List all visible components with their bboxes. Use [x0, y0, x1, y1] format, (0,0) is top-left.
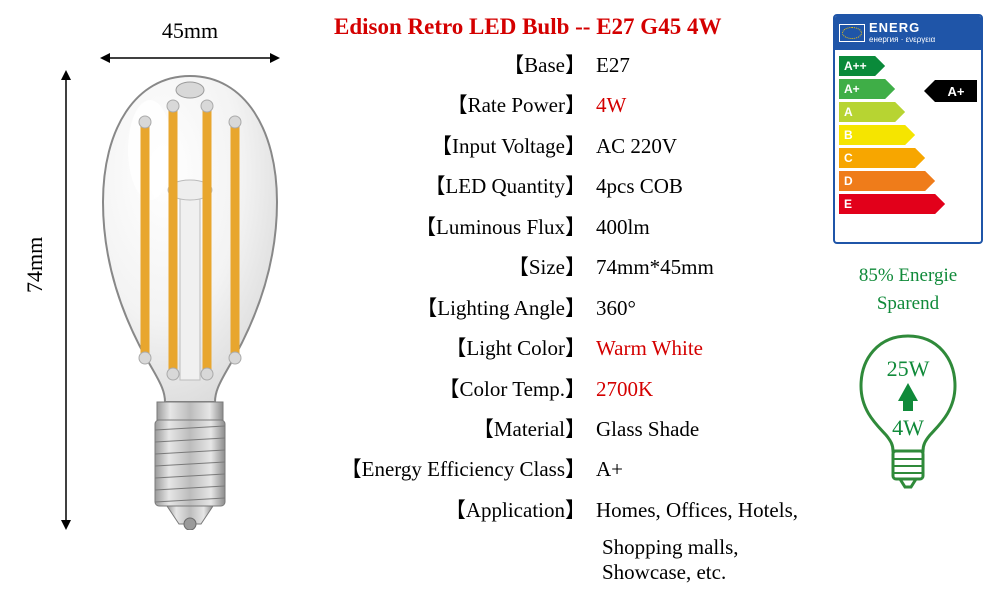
energy-sub: енергия · ενεργεια [869, 35, 935, 44]
energy-header-text: ENERG енергия · ενεργεια [869, 21, 977, 44]
energy-bar: A++ [839, 56, 875, 76]
spec-label: 【Rate Power】 [330, 90, 592, 120]
spec-label: 【LED Quantity】 [330, 171, 592, 201]
energy-bars: A++ A+ ABCDE A+ [835, 50, 981, 242]
spec-label: 【Luminous Flux】 [330, 212, 592, 242]
spec-label: 【Energy Efficiency Class】 [330, 454, 592, 484]
eu-energy-label: ENERG енергия · ενεργεια A++ A+ ABCDE A+ [833, 14, 983, 244]
energy-rating-arrow: A+ [935, 80, 977, 102]
spec-value: 74mm*45mm [592, 252, 714, 282]
spec-value: A+ [592, 454, 623, 484]
energy-bar: D [839, 171, 925, 191]
spec-value: 400lm [592, 212, 650, 242]
spec-value: Homes, Offices, Hotels, [592, 495, 798, 525]
savings-bulb-icon: 25W 4W [853, 331, 963, 491]
spec-row: 【Light Color】Warm White [330, 333, 820, 363]
spec-row: 【Luminous Flux】400lm [330, 212, 820, 242]
spec-row: 【Base】E27 [330, 50, 820, 80]
spec-row: 【Energy Efficiency Class】A+ [330, 454, 820, 484]
energy-bar: E [839, 194, 935, 214]
spec-value: 2700K [592, 374, 653, 404]
spec-list: Edison Retro LED Bulb -- E27 G45 4W 【Bas… [320, 0, 830, 600]
spec-label: 【Input Voltage】 [330, 131, 592, 161]
spec-row: 【Lighting Angle】360° [330, 293, 820, 323]
dimension-width-arrow [100, 52, 280, 64]
product-title: Edison Retro LED Bulb -- E27 G45 4W [330, 14, 820, 40]
spec-row: 【Rate Power】4W [330, 90, 820, 120]
spec-row: 【Material】Glass Shade [330, 414, 820, 444]
spec-row: 【Color Temp.】2700K [330, 374, 820, 404]
dimension-height-label: 74mm [22, 237, 48, 293]
spec-label: 【Light Color】 [330, 333, 592, 363]
product-infographic: 45mm 74mm [0, 0, 1000, 600]
spec-label: 【Size】 [330, 252, 592, 282]
energy-label-header: ENERG енергия · ενεργεια [835, 16, 981, 50]
savings-to: 4W [892, 415, 924, 440]
spec-value: 4W [592, 90, 626, 120]
spec-value: Warm White [592, 333, 703, 363]
energy-bar: A [839, 102, 895, 122]
spec-row: 【Size】74mm*45mm [330, 252, 820, 282]
spec-value: AC 220V [592, 131, 677, 161]
energy-panel: ENERG енергия · ενεργεια A++ A+ ABCDE A+ 85… [830, 0, 1000, 600]
bulb-illustration [95, 70, 285, 530]
energy-word: ENERG [869, 20, 920, 35]
eu-flag-icon [839, 24, 865, 42]
energy-bar: C [839, 148, 915, 168]
savings-from: 25W [887, 356, 930, 381]
savings-line1: 85% Energie [859, 262, 957, 290]
energy-bar: A+ [839, 79, 885, 99]
spec-row: 【Application】Homes, Offices, Hotels, [330, 495, 820, 525]
spec-label: 【Material】 [330, 414, 592, 444]
energy-bar: B [839, 125, 905, 145]
spec-value: 4pcs COB [592, 171, 683, 201]
bulb-diagram-panel: 45mm 74mm [0, 0, 320, 600]
dimension-height-arrow [60, 70, 72, 530]
spec-row: 【Input Voltage】AC 220V [330, 131, 820, 161]
spec-row: 【LED Quantity】4pcs COB [330, 171, 820, 201]
spec-value: E27 [592, 50, 630, 80]
spec-value: Glass Shade [592, 414, 699, 444]
spec-label: 【Lighting Angle】 [330, 293, 592, 323]
spec-value: 360° [592, 293, 636, 323]
dimension-width-label: 45mm [100, 18, 280, 44]
savings-line2: Sparend [859, 290, 957, 318]
application-extra: Shopping malls, Showcase, etc. [330, 535, 820, 585]
spec-label: 【Base】 [330, 50, 592, 80]
spec-label: 【Application】 [330, 495, 592, 525]
energy-savings-text: 85% Energie Sparend [859, 262, 957, 317]
spec-label: 【Color Temp.】 [330, 374, 592, 404]
